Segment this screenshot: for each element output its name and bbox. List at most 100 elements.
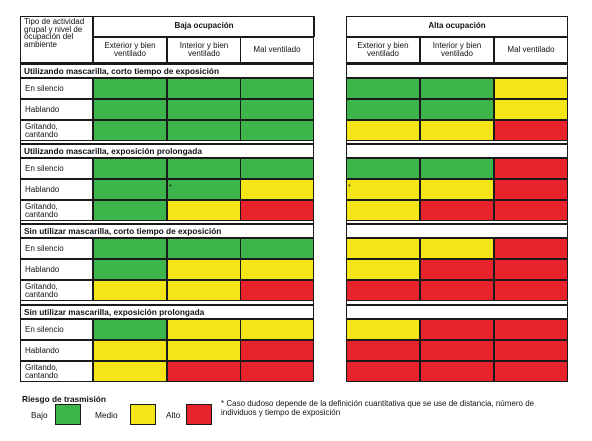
group-title-alta: Alta ocupación [346,16,568,37]
risk-cell-bajo [346,78,420,99]
risk-cell-medio [346,179,420,200]
corner-label: Tipo de actividad grupal y nivel de ocup… [20,16,93,63]
risk-cell-medio [240,319,314,340]
risk-cell-alto [494,179,568,200]
risk-cell-alto [240,280,314,301]
risk-cell-medio [167,319,241,340]
risk-cell-alto [494,238,568,259]
section-spacer-right [346,143,568,158]
legend-label-bajo: Bajo [31,410,48,420]
risk-cell-medio [346,120,420,141]
risk-cell-bajo [167,179,241,200]
risk-cell-bajo [420,99,494,120]
row-label: En silencio [20,78,93,99]
dubious-asterisk: * [169,184,172,191]
risk-cell-bajo [93,120,167,141]
row-label: Hablando [20,179,93,200]
column-header-alta-2: Mal ventilado [494,37,568,63]
risk-cell-bajo [240,78,314,99]
row-label: Gritando, cantando [20,120,93,141]
risk-cell-alto [494,200,568,221]
risk-cell-bajo [240,99,314,120]
risk-cell-bajo [346,158,420,179]
risk-cell-medio [420,238,494,259]
risk-cell-alto [420,259,494,280]
risk-cell-bajo [167,120,241,141]
risk-cell-alto [240,340,314,361]
row-label: Gritando, cantando [20,200,93,221]
risk-cell-medio [167,340,241,361]
risk-cell-bajo [167,238,241,259]
section-title: Utilizando mascarilla, exposición prolon… [20,143,314,158]
section-spacer-right [346,304,568,319]
risk-cell-medio [494,78,568,99]
risk-cell-alto [420,340,494,361]
risk-cell-alto [346,340,420,361]
risk-cell-medio [494,99,568,120]
risk-cell-bajo [240,120,314,141]
risk-cell-alto [346,361,420,382]
risk-cell-bajo [240,158,314,179]
legend-label-alto: Alto [166,410,181,420]
risk-cell-medio [420,120,494,141]
dubious-note: * Caso dudoso depende de la definición c… [221,399,535,417]
legend-label-medio: Medio [95,410,118,420]
section-spacer-right [346,63,568,78]
row-label: Gritando, cantando [20,280,93,301]
row-label: En silencio [20,238,93,259]
risk-cell-alto [494,158,568,179]
risk-cell-medio [346,200,420,221]
risk-cell-alto [494,319,568,340]
risk-cell-bajo [420,78,494,99]
risk-cell-bajo [346,99,420,120]
section-title: Utilizando mascarilla, corto tiempo de e… [20,63,314,78]
risk-cell-medio [240,179,314,200]
risk-cell-alto [494,340,568,361]
risk-cell-bajo [93,200,167,221]
risk-cell-medio [420,179,494,200]
risk-cell-bajo [93,99,167,120]
row-label: Gritando, cantando [20,361,93,382]
legend-swatch-alto [186,404,212,425]
risk-cell-bajo [93,179,167,200]
risk-cell-medio [93,340,167,361]
risk-cell-alto [420,361,494,382]
section-title: Sin utilizar mascarilla, corto tiempo de… [20,223,314,238]
row-label: Hablando [20,340,93,361]
group-title-baja: Baja ocupación [93,16,315,37]
risk-cell-alto [167,361,241,382]
risk-cell-medio [240,259,314,280]
risk-cell-bajo [93,238,167,259]
row-label: En silencio [20,319,93,340]
column-header-baja-0: Exterior y bien ventilado [93,37,167,63]
risk-cell-alto [240,361,314,382]
section-spacer-right [346,223,568,238]
risk-cell-alto [346,280,420,301]
legend-swatch-medio [130,404,156,425]
risk-cell-alto [494,361,568,382]
legend-swatch-bajo [55,404,81,425]
risk-cell-medio [346,319,420,340]
risk-cell-medio [346,259,420,280]
risk-cell-alto [420,200,494,221]
column-header-alta-1: Interior y bien ventilado [420,37,494,63]
legend-title: Riesgo de trasmisión [22,394,106,404]
row-label: Hablando [20,259,93,280]
risk-cell-medio [93,280,167,301]
risk-cell-alto [494,120,568,141]
risk-cell-bajo [93,259,167,280]
risk-cell-medio [167,200,241,221]
risk-cell-alto [494,280,568,301]
risk-cell-medio [346,238,420,259]
risk-cell-bajo [167,99,241,120]
risk-cell-alto [420,280,494,301]
risk-cell-bajo [93,78,167,99]
risk-cell-alto [420,319,494,340]
risk-cell-medio [167,280,241,301]
risk-cell-bajo [93,319,167,340]
row-label: Hablando [20,99,93,120]
risk-cell-bajo [240,238,314,259]
risk-cell-bajo [167,158,241,179]
column-header-alta-0: Exterior y bien ventilado [346,37,420,63]
column-header-baja-1: Interior y bien ventilado [167,37,241,63]
